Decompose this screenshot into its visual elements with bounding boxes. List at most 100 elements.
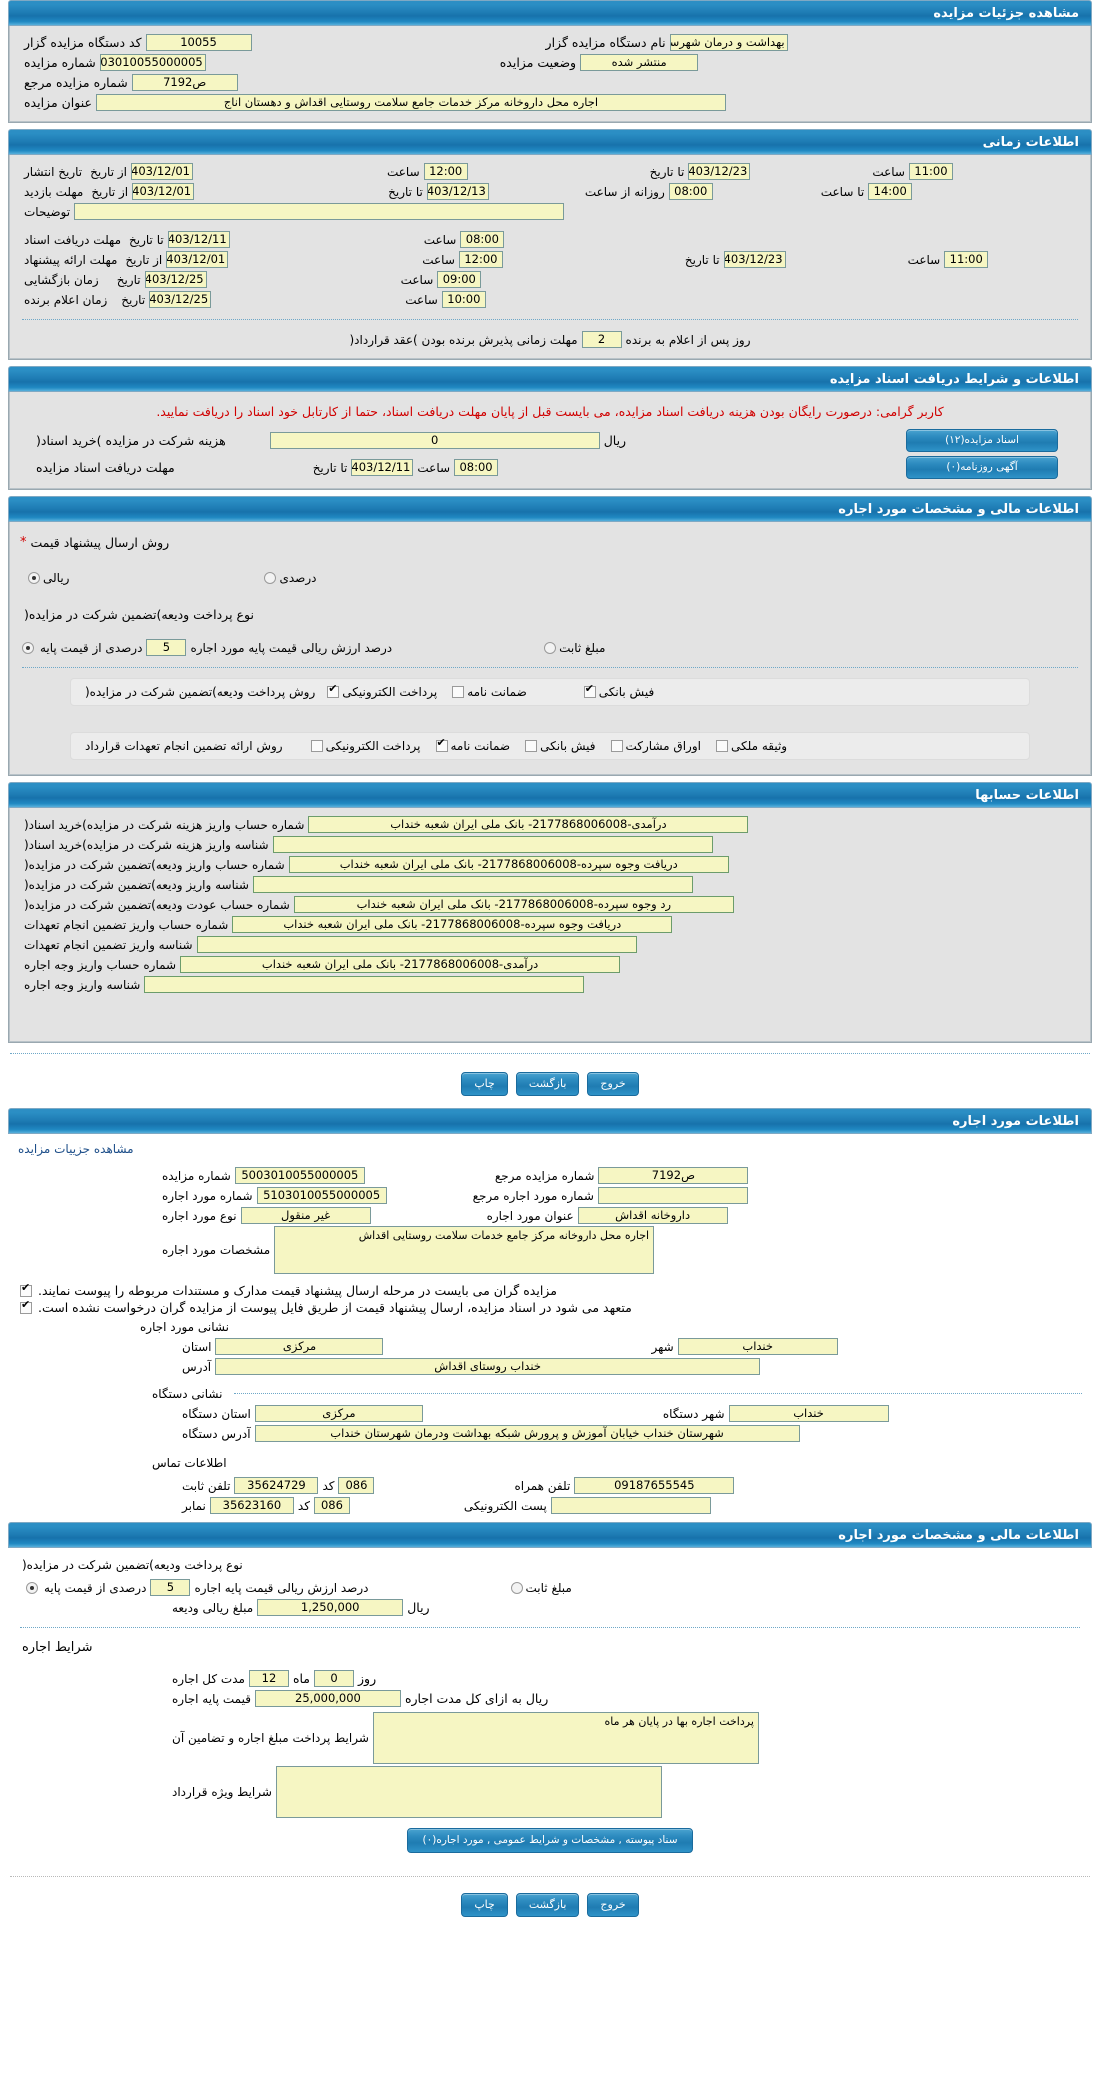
rf-deposit-amount-field[interactable]: 1,250,000 <box>257 1599 404 1616</box>
winner-accept-days-field[interactable]: 2 <box>581 331 622 348</box>
guarantee-method-participation-bonds[interactable]: اوراق مشارکت <box>609 739 702 753</box>
fax-code-field[interactable]: 086 <box>313 1497 350 1514</box>
docs-receipt-date-field[interactable]: 1403/12/11 <box>351 459 414 476</box>
checkbox-icon[interactable] <box>435 737 448 752</box>
checkbox-icon[interactable] <box>583 683 596 698</box>
timing-notes-field[interactable] <box>74 203 565 220</box>
exit-button[interactable]: خروج <box>587 1072 639 1096</box>
rental-province-field[interactable]: مرکزی <box>215 1338 384 1355</box>
price-method-option-rial[interactable]: ریالی <box>26 571 70 585</box>
publish-from-date-field[interactable]: 1403/12/01 <box>130 163 193 180</box>
account-deposit-refund-field[interactable]: رد وجوه سپرده-2177868006008- بانک ملی ای… <box>293 896 734 913</box>
rental-no-field[interactable]: 5103010055000005 <box>256 1187 387 1204</box>
rf-deposit-fixed-option[interactable]: مبلغ ثابت <box>509 1581 573 1595</box>
docs-deadline-date-field[interactable]: 1403/12/11 <box>167 231 230 248</box>
exit-button-bottom[interactable]: خروج <box>587 1893 639 1917</box>
account-buy-docs-id-field[interactable] <box>272 836 713 853</box>
account-rent-id-field[interactable] <box>144 976 585 993</box>
visit-daily-from-field[interactable]: 08:00 <box>668 183 713 200</box>
guarantee-method-electronic[interactable]: پرداخت الکترونیکی <box>309 739 422 753</box>
rental-ref-auction-no-field[interactable]: ص7192 <box>598 1167 749 1184</box>
checkbox-icon[interactable] <box>310 740 323 752</box>
rf-deposit-percent-field[interactable]: 5 <box>150 1579 191 1596</box>
bid-from-time-field[interactable]: 12:00 <box>458 251 503 268</box>
checkbox-icon[interactable] <box>525 740 538 752</box>
bid-from-date-field[interactable]: 1403/12/01 <box>166 251 229 268</box>
email-field[interactable] <box>550 1497 711 1514</box>
bid-to-date-field[interactable]: 1403/12/23 <box>723 251 786 268</box>
rf-base-price-field[interactable]: 25,000,000 <box>254 1690 401 1707</box>
mobile-field[interactable]: 09187655545 <box>574 1477 735 1494</box>
account-deposit-field[interactable]: دریافت وجوه سپرده-2177868006008- بانک مل… <box>288 856 729 873</box>
docs-receipt-time-field[interactable]: 08:00 <box>454 459 499 476</box>
auction-documents-button[interactable]: اسناد مزایده(۱۲) <box>906 429 1058 452</box>
org-code-field[interactable]: 10055 <box>145 34 252 51</box>
fax-field[interactable]: 35623160 <box>209 1497 294 1514</box>
radio-icon[interactable] <box>264 571 277 584</box>
phone-field[interactable]: 35624729 <box>234 1477 319 1494</box>
guarantee-method-bank-slip[interactable]: فیش بانکی <box>523 739 596 753</box>
print-button[interactable]: چاپ <box>461 1072 508 1096</box>
opening-date-field[interactable]: 1403/12/25 <box>144 271 207 288</box>
phone-code-field[interactable]: 086 <box>338 1477 375 1494</box>
org-province-field[interactable]: مرکزی <box>254 1405 423 1422</box>
docs-deadline-time-field[interactable]: 08:00 <box>460 231 505 248</box>
rental-auction-no-field[interactable]: 5003010055000005 <box>234 1167 365 1184</box>
checkbox-icon[interactable] <box>610 740 623 752</box>
checkbox-icon[interactable] <box>20 1282 32 1297</box>
attachments-button[interactable]: سناد پیوسته , مشخصات و شرایط عمومی , مور… <box>407 1828 693 1853</box>
print-button-bottom[interactable]: چاپ <box>461 1893 508 1917</box>
visit-to-date-field[interactable]: 1403/12/13 <box>426 183 489 200</box>
status-field[interactable]: منتشر شده <box>580 54 699 71</box>
auction-title-field[interactable]: اجاره محل داروخانه مرکز خدمات جامع سلامت… <box>95 94 726 111</box>
auction-no-field[interactable]: 5003010055000005 <box>99 54 206 71</box>
org-city-field[interactable]: خنداب <box>728 1405 889 1422</box>
rf-duration-months-field[interactable]: 12 <box>248 1670 289 1687</box>
deposit-method-bank-slip[interactable]: فیش بانکی <box>582 683 655 699</box>
deposit-method-electronic[interactable]: پرداخت الکترونیکی <box>325 683 438 699</box>
rf-duration-days-field[interactable]: 0 <box>314 1670 355 1687</box>
org-name-field[interactable]: بهداشت و درمان شهرستان <box>669 34 788 51</box>
account-obligations-field[interactable]: دریافت وجوه سپرده-2177868006008- بانک مل… <box>232 916 673 933</box>
rental-spec-field[interactable]: اجاره محل داروخانه مرکز جامع خدمات سلامت… <box>274 1226 655 1274</box>
visit-from-date-field[interactable]: 1403/12/01 <box>132 183 195 200</box>
account-deposit-id-field[interactable] <box>252 876 693 893</box>
rf-payment-terms-field[interactable]: پرداخت اجاره بها در پایان هر ماه <box>372 1712 759 1764</box>
fee-field[interactable]: 0 <box>269 432 600 449</box>
radio-icon[interactable] <box>510 1581 523 1594</box>
back-button-bottom[interactable]: بازگشت <box>515 1893 580 1917</box>
deposit-method-guarantee[interactable]: ضمانت نامه <box>450 685 528 699</box>
deposit-fixed-option[interactable]: مبلغ ثابت <box>542 641 606 655</box>
rental-title-field[interactable]: داروخانه اقداش <box>577 1207 728 1224</box>
winner-announce-time-field[interactable]: 10:00 <box>441 291 486 308</box>
rf-special-terms-field[interactable] <box>275 1766 662 1818</box>
publish-to-date-field[interactable]: 1403/12/23 <box>688 163 751 180</box>
account-obligations-id-field[interactable] <box>196 936 637 953</box>
deposit-percent-field[interactable]: 5 <box>146 639 187 656</box>
checkbox-icon[interactable] <box>327 683 340 698</box>
checkbox-icon[interactable] <box>20 1299 32 1314</box>
checkbox-icon[interactable] <box>452 686 465 698</box>
bid-to-time-field[interactable]: 11:00 <box>944 251 989 268</box>
view-auction-details-link[interactable]: مشاهده جزییات مزایده <box>18 1141 134 1156</box>
radio-icon[interactable] <box>544 641 557 654</box>
guarantee-method-property-deed[interactable]: وثیقه ملکی <box>714 739 788 753</box>
radio-icon[interactable] <box>22 641 34 654</box>
radio-icon[interactable] <box>28 571 40 584</box>
newspaper-ads-button[interactable]: آگهی روزنامه(۰) <box>906 456 1058 479</box>
rental-ref-no-field[interactable] <box>597 1187 748 1204</box>
price-method-option-percent[interactable]: درصدی <box>262 571 317 585</box>
rental-city-field[interactable]: خنداب <box>677 1338 838 1355</box>
account-rent-field[interactable]: درآمدی-2177868006008- بانک ملی ایران شعب… <box>180 956 621 973</box>
rental-type-field[interactable]: غیر منقول <box>240 1207 371 1224</box>
opening-time-field[interactable]: 09:00 <box>437 271 482 288</box>
publish-from-time-field[interactable]: 12:00 <box>423 163 468 180</box>
publish-to-time-field[interactable]: 11:00 <box>908 163 953 180</box>
account-buy-docs-field[interactable]: درآمدی-2177868006008- بانک ملی ایران شعب… <box>308 816 749 833</box>
rental-address-field[interactable]: خنداب روستای اقداش <box>215 1358 761 1375</box>
ref-no-field[interactable]: ص7192 <box>131 74 238 91</box>
checkbox-icon[interactable] <box>715 740 728 752</box>
back-button[interactable]: بازگشت <box>515 1072 580 1096</box>
org-address-field[interactable]: شهرستان خنداب خیابان آموزش و پرورش شبکه … <box>254 1425 800 1442</box>
visit-to-time-field[interactable]: 14:00 <box>868 183 913 200</box>
